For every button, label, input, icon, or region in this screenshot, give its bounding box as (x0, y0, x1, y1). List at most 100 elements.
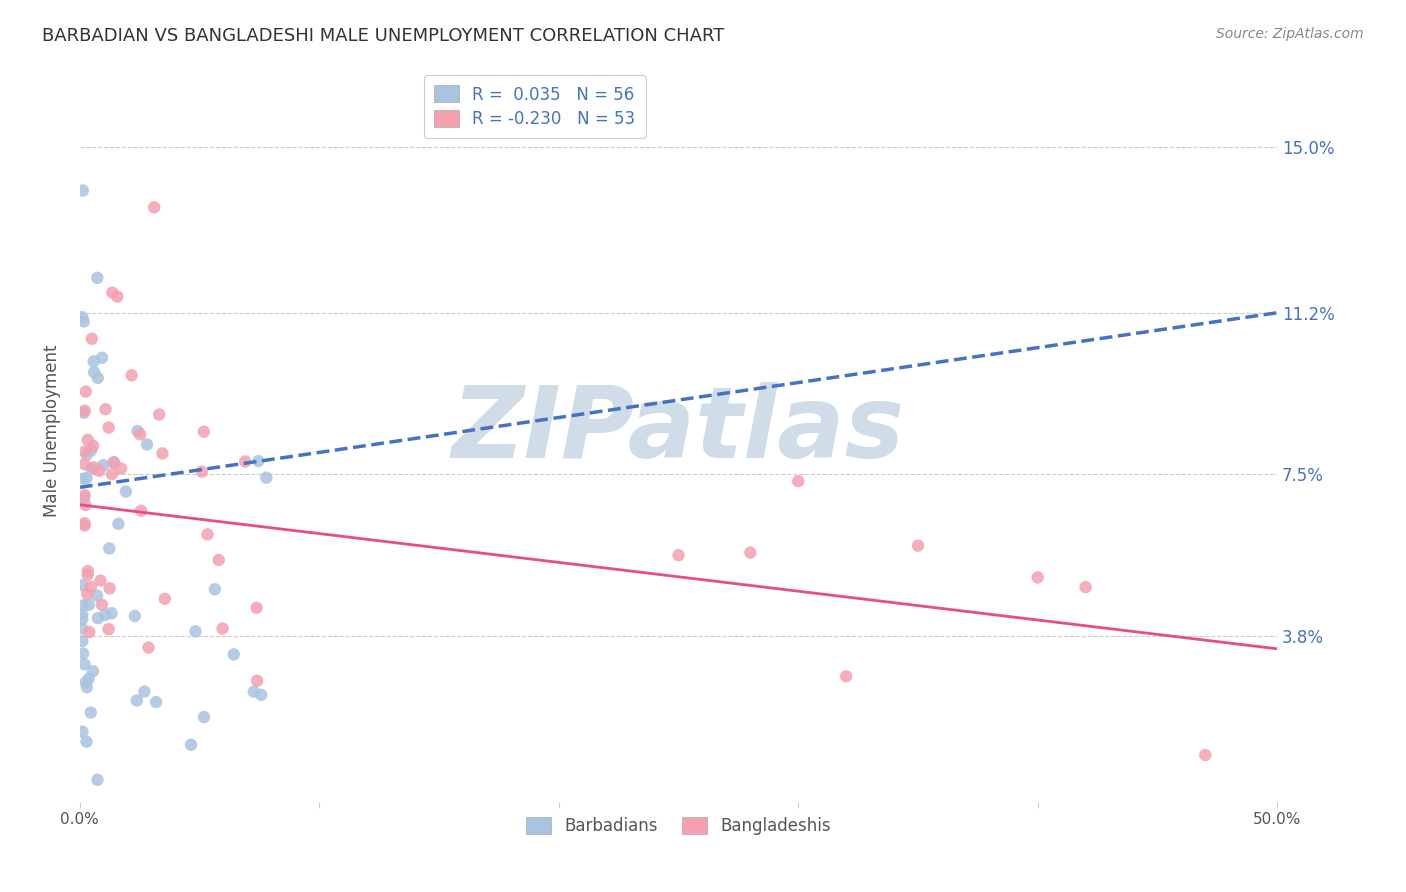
Point (138, 640, 160, 655)
Point (76, 567, 98, 582)
Point (246, 673, 269, 688)
Point (115, 484, 138, 499)
Point (193, 710, 215, 724)
Point (125, 693, 148, 707)
Point (197, 527, 219, 541)
Point (193, 425, 215, 439)
Point (136, 437, 159, 451)
Point (110, 461, 132, 475)
Point (72, 724, 94, 739)
Point (73, 457, 96, 471)
Point (835, 669, 858, 683)
Point (90, 598, 112, 612)
Point (98, 582, 121, 596)
Point (82, 664, 104, 678)
Point (91, 351, 114, 365)
Point (86, 772, 108, 787)
Point (740, 546, 762, 560)
Point (76, 680, 98, 694)
Point (75, 498, 97, 512)
Point (191, 465, 214, 479)
Point (243, 684, 266, 698)
Point (75, 675, 97, 690)
Point (101, 285, 124, 300)
Point (93, 458, 115, 472)
Point (94, 402, 117, 417)
Point (73, 406, 96, 420)
Point (83, 365, 105, 379)
Point (129, 427, 152, 442)
Point (668, 548, 690, 562)
Point (73, 488, 96, 502)
Text: ZIPatlas: ZIPatlas (451, 382, 905, 479)
Point (73, 516, 96, 531)
Point (250, 688, 273, 702)
Point (105, 289, 128, 303)
Point (73, 518, 96, 533)
Point (80, 462, 103, 476)
Point (184, 624, 207, 639)
Point (204, 582, 226, 597)
Point (127, 424, 149, 438)
Point (75, 734, 97, 748)
Point (103, 455, 125, 469)
Point (77, 625, 100, 640)
Point (77, 598, 100, 612)
Point (72, 622, 94, 636)
Point (152, 446, 174, 460)
Point (211, 622, 233, 636)
Point (80, 332, 103, 346)
Point (80, 443, 103, 458)
Point (76, 448, 98, 462)
Point (101, 467, 124, 482)
Point (254, 471, 277, 485)
Point (107, 516, 129, 531)
Point (129, 504, 152, 518)
Point (72, 184, 94, 198)
Point (87, 611, 110, 625)
Point (98, 541, 121, 556)
Legend: Barbadians, Bangladeshis: Barbadians, Bangladeshis (516, 807, 841, 846)
Text: Source: ZipAtlas.com: Source: ZipAtlas.com (1216, 27, 1364, 41)
Point (76, 587, 98, 601)
Point (97, 420, 120, 434)
Point (86, 270, 108, 285)
Point (143, 200, 166, 214)
Point (208, 553, 231, 567)
Y-axis label: Male Unemployment: Male Unemployment (44, 344, 60, 516)
Point (73, 491, 96, 506)
Point (73, 657, 96, 672)
Point (907, 539, 929, 553)
Point (246, 600, 269, 615)
Point (83, 460, 105, 475)
Point (72, 634, 94, 648)
Point (247, 454, 270, 468)
Point (80, 706, 103, 720)
Point (76, 471, 98, 485)
Point (180, 738, 202, 752)
Point (1026, 570, 1049, 584)
Point (73, 444, 96, 458)
Point (76, 433, 98, 447)
Point (100, 606, 122, 620)
Point (87, 371, 110, 385)
Point (75, 384, 97, 399)
Point (82, 439, 104, 453)
Point (76, 564, 98, 578)
Text: BARBADIAN VS BANGLADESHI MALE UNEMPLOYMENT CORRELATION CHART: BARBADIAN VS BANGLADESHI MALE UNEMPLOYME… (42, 27, 724, 45)
Point (222, 648, 245, 662)
Point (148, 408, 170, 422)
Point (134, 684, 156, 698)
Point (121, 368, 143, 383)
Point (89, 574, 111, 588)
Point (72, 472, 94, 486)
Point (233, 454, 256, 468)
Point (72, 310, 94, 325)
Point (73, 314, 96, 328)
Point (77, 672, 100, 686)
Point (97, 622, 120, 636)
Point (1074, 580, 1097, 594)
Point (73, 403, 96, 417)
Point (72, 607, 94, 622)
Point (89, 464, 111, 478)
